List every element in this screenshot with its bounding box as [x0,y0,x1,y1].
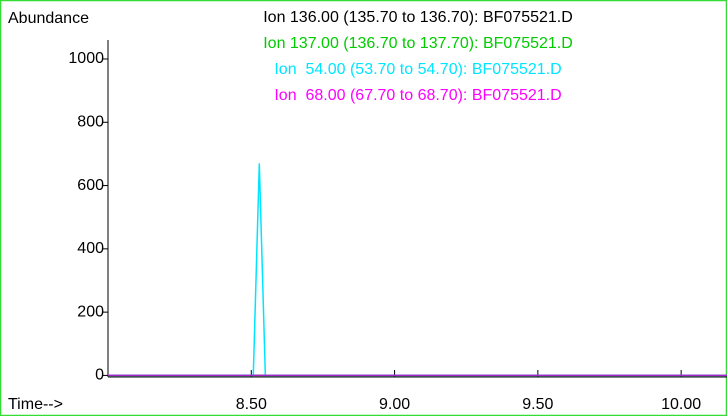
y-axis-label: Abundance [8,10,89,27]
chart-title: Ion 54.00 (53.70 to 54.70): BF075521.D [274,61,561,78]
x-tick-label: 9.00 [379,396,410,413]
y-tick-label: 0 [95,367,104,384]
chart-title: Ion 136.00 (135.70 to 136.70): BF075521.… [263,9,573,26]
y-tick-label: 400 [77,240,104,257]
y-tick-label: 200 [77,303,104,320]
x-tick-label: 9.50 [522,396,553,413]
chart-title: Ion 68.00 (67.70 to 68.70): BF075521.D [274,87,561,104]
x-axis-label: Time--> [8,396,63,413]
chart-title: Ion 137.00 (136.70 to 137.70): BF075521.… [263,35,573,52]
y-tick-label: 800 [77,113,104,130]
x-tick-label: 8.50 [236,396,267,413]
y-tick-label: 600 [77,177,104,194]
x-tick-label: 10.00 [661,396,701,413]
y-tick-label: 1000 [68,50,104,67]
